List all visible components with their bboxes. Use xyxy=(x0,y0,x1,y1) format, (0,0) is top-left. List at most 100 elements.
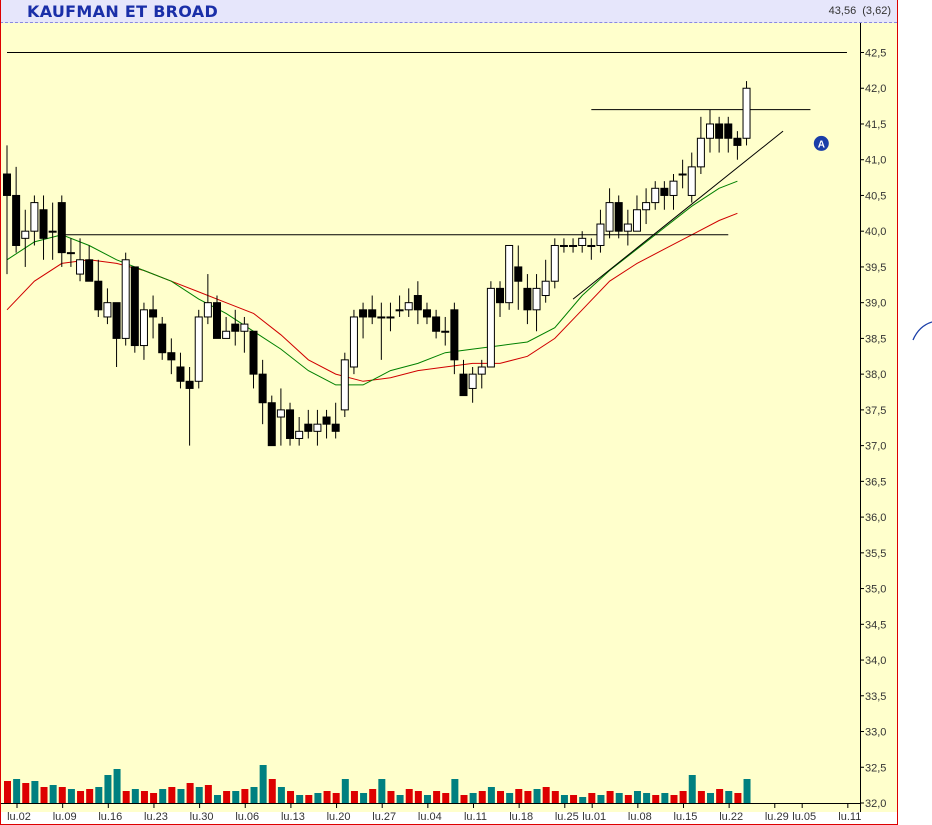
volume-bars xyxy=(4,765,751,803)
y-tick-label: 33,0 xyxy=(865,727,886,739)
candle-down xyxy=(304,423,313,432)
candle-up xyxy=(313,423,322,432)
candle-up xyxy=(340,359,349,411)
candle-down xyxy=(523,287,532,311)
candle-down xyxy=(57,202,66,254)
volume-bar xyxy=(688,775,696,803)
volume-bar xyxy=(122,791,130,803)
chart-header: KAUFMAN ET BROAD 43,56 (3,62) xyxy=(0,0,897,23)
candle-up xyxy=(222,330,231,339)
annotations: A xyxy=(813,135,829,151)
candle-up xyxy=(404,302,413,311)
y-tick-label: 33,5 xyxy=(865,691,886,703)
volume-bar xyxy=(743,779,751,803)
plot-area xyxy=(0,23,860,812)
candle-down xyxy=(413,295,422,311)
volume-bar xyxy=(442,793,450,803)
candle-up xyxy=(194,316,203,382)
x-tick-label: lu.11 xyxy=(838,811,861,823)
candle-up xyxy=(240,323,249,332)
volume-bar xyxy=(405,789,413,803)
candle-up xyxy=(532,287,541,311)
volume-bar xyxy=(22,783,30,803)
x-tick-label: lu.18 xyxy=(509,811,533,823)
candle-up xyxy=(587,244,596,247)
volume-bar xyxy=(560,795,568,803)
volume-bar xyxy=(350,791,358,803)
candle-up xyxy=(349,316,358,368)
x-tick-label: lu.23 xyxy=(144,811,168,823)
volume-bar xyxy=(570,795,578,803)
candle-down xyxy=(158,323,167,354)
y-tick-label: 34,0 xyxy=(865,655,886,667)
y-tick-label: 39,0 xyxy=(865,298,886,310)
volume-bar xyxy=(633,791,641,803)
trendline-line xyxy=(572,130,784,300)
candle-down xyxy=(112,302,121,339)
volume-bar xyxy=(58,787,66,803)
candle-down xyxy=(331,423,340,432)
volume-bar xyxy=(186,783,194,803)
x-tick-label: lu.06 xyxy=(235,811,259,823)
candle-up xyxy=(623,223,632,232)
candle-up xyxy=(605,202,614,232)
volume-bar xyxy=(487,787,495,803)
volume-bar xyxy=(533,789,541,803)
candle-down xyxy=(3,173,11,196)
volume-bar xyxy=(232,791,240,803)
candle-down xyxy=(149,309,158,318)
y-tick-label: 37,0 xyxy=(865,441,886,453)
volume-bar xyxy=(679,791,687,803)
y-tick-label: 41,0 xyxy=(865,155,886,167)
candle-down xyxy=(258,373,267,404)
candle-down xyxy=(614,202,623,232)
candle-up xyxy=(66,252,75,255)
candle-up xyxy=(569,244,578,247)
volume-bar xyxy=(433,791,441,803)
candle-up xyxy=(30,202,39,232)
volume-bar xyxy=(697,791,705,803)
candle-up xyxy=(441,330,450,333)
candle-down xyxy=(450,309,459,361)
volume-bar xyxy=(40,787,48,803)
volume-bar xyxy=(506,793,514,803)
candle-down xyxy=(432,316,441,332)
candle-down xyxy=(660,187,669,196)
candle-down xyxy=(459,373,468,397)
candle-down xyxy=(130,266,139,347)
volume-bar xyxy=(131,789,139,803)
y-tick-label: 41,5 xyxy=(865,119,886,131)
drawn-lines xyxy=(7,52,847,300)
volume-bar xyxy=(95,787,103,803)
marker-label: A xyxy=(818,139,825,150)
y-tick-label: 40,0 xyxy=(865,226,886,238)
volume-bar xyxy=(277,787,285,803)
volume-bar xyxy=(86,789,94,803)
candle-up xyxy=(669,180,678,196)
y-tick-label: 40,5 xyxy=(865,190,886,202)
candle-up xyxy=(706,123,715,139)
volume-bar xyxy=(296,795,304,803)
x-tick-label: lu.05 xyxy=(792,811,816,823)
volume-bar xyxy=(287,791,295,803)
volume-bar xyxy=(423,795,431,803)
candles xyxy=(3,81,751,447)
stock-title: KAUFMAN ET BROAD xyxy=(27,2,219,21)
volume-bar xyxy=(396,795,404,803)
volume-bar xyxy=(725,791,733,803)
volume-bar xyxy=(77,791,85,803)
volume-bar xyxy=(469,793,477,803)
x-tick-label: lu.08 xyxy=(628,811,652,823)
candle-down xyxy=(212,302,221,339)
price-change: (3,62) xyxy=(862,5,891,17)
volume-bar xyxy=(542,787,550,803)
price-readout: 43,56 (3,62) xyxy=(826,5,891,17)
volume-bar xyxy=(369,789,377,803)
volume-bar xyxy=(305,795,313,803)
y-tick-label: 32,0 xyxy=(865,798,886,810)
y-tick-label: 32,5 xyxy=(865,762,886,774)
candle-down xyxy=(422,309,431,318)
volume-bar xyxy=(223,791,231,803)
candle-up xyxy=(121,259,130,339)
candle-up xyxy=(486,287,495,368)
